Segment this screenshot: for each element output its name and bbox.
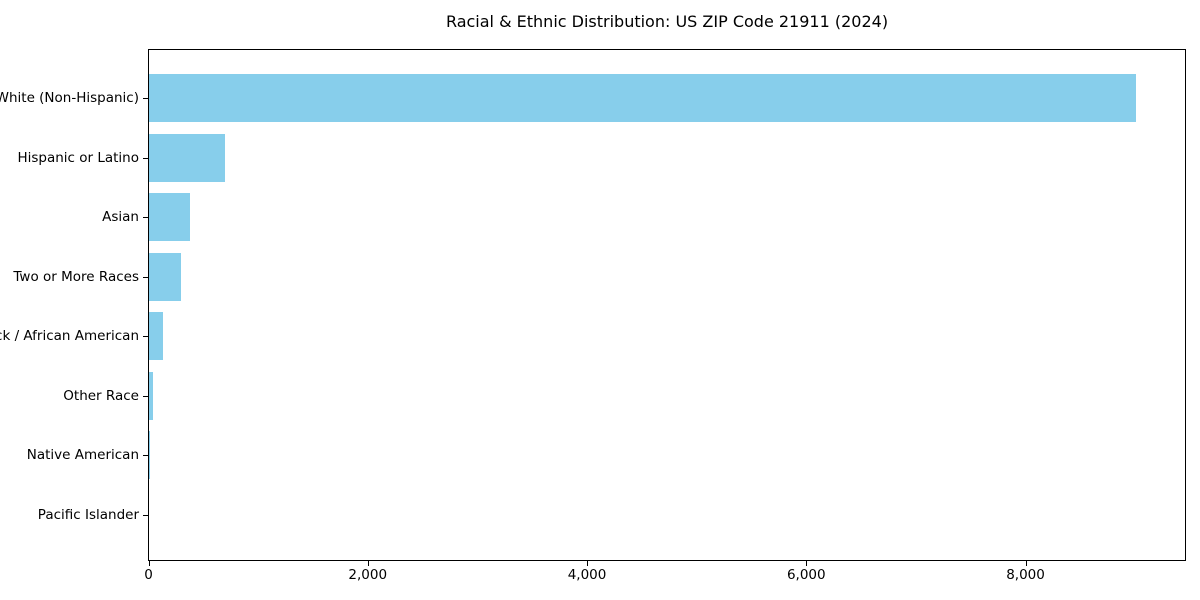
y-axis-label: Asian: [102, 209, 139, 225]
y-tick-mark: [143, 455, 148, 456]
bar-hispanic-or-latino: [149, 134, 225, 182]
bar-asian: [149, 193, 190, 241]
x-tick-label: 4,000: [567, 567, 607, 583]
x-tick-mark: [1025, 561, 1027, 566]
y-tick-mark: [143, 158, 148, 159]
y-tick-mark: [143, 277, 148, 278]
bar-two-or-more-races: [149, 253, 181, 301]
y-tick-mark: [143, 396, 148, 397]
y-axis-label: Black / African American: [0, 328, 139, 344]
y-tick-mark: [143, 336, 148, 337]
y-axis-label: Two or More Races: [13, 269, 139, 285]
x-tick-label: 0: [144, 567, 153, 583]
x-tick-mark: [806, 561, 808, 566]
y-axis-label: Pacific Islander: [37, 507, 139, 523]
x-tick-mark: [587, 561, 589, 566]
y-axis-label: Other Race: [63, 388, 139, 404]
y-axis-label: Native American: [26, 447, 139, 463]
x-tick-mark: [148, 561, 150, 566]
y-axis-label: Hispanic or Latino: [17, 150, 139, 166]
bar-black-african-american: [149, 312, 163, 360]
x-tick-label: 8,000: [1006, 567, 1045, 583]
y-tick-mark: [143, 217, 148, 218]
y-tick-mark: [143, 515, 148, 516]
x-tick-label: 2,000: [348, 567, 388, 583]
y-tick-mark: [143, 98, 148, 99]
plot-area: [148, 49, 1186, 561]
x-tick-mark: [367, 561, 369, 566]
bar-native-american: [149, 431, 150, 479]
x-tick-label: 6,000: [786, 567, 826, 583]
chart-title: Racial & Ethnic Distribution: US ZIP Cod…: [445, 12, 889, 31]
y-axis-label: White (Non-Hispanic): [0, 90, 139, 106]
bar-other-race: [149, 372, 153, 420]
bar-white-non-hispanic: [149, 74, 1136, 122]
